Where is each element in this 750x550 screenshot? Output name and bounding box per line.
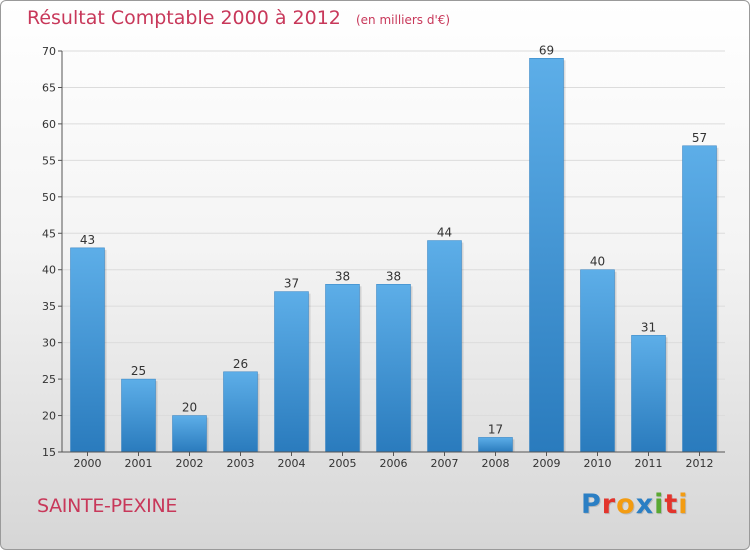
bar bbox=[529, 58, 564, 453]
bar bbox=[376, 284, 411, 453]
x-tick-label: 2010 bbox=[584, 457, 612, 470]
bar-value-label: 44 bbox=[437, 226, 452, 240]
bar-value-label: 43 bbox=[80, 233, 95, 247]
bar bbox=[631, 335, 666, 453]
bar bbox=[223, 371, 258, 453]
x-tick-label: 2012 bbox=[686, 457, 714, 470]
proxiti-logo[interactable]: Proxiti bbox=[581, 489, 689, 520]
bar bbox=[121, 378, 156, 453]
bar-value-label: 26 bbox=[233, 357, 248, 371]
y-tick-label: 40 bbox=[42, 264, 56, 277]
bar-value-label: 38 bbox=[386, 269, 401, 283]
bar bbox=[427, 240, 462, 453]
x-tick-label: 2000 bbox=[74, 457, 102, 470]
logo-letter: i bbox=[654, 489, 665, 520]
bar-value-label: 31 bbox=[641, 320, 656, 334]
logo-letter: r bbox=[601, 489, 617, 520]
x-tick-label: 2002 bbox=[176, 457, 204, 470]
bar bbox=[478, 437, 513, 453]
bar-value-label: 37 bbox=[284, 277, 299, 291]
logo-letter: P bbox=[581, 489, 602, 520]
x-tick-label: 2001 bbox=[125, 457, 153, 470]
bar-value-label: 25 bbox=[131, 364, 146, 378]
title-row: Résultat Comptable 2000 à 2012 (en milli… bbox=[27, 7, 450, 29]
x-tick-label: 2008 bbox=[482, 457, 510, 470]
y-tick-label: 35 bbox=[42, 300, 56, 313]
x-tick-label: 2009 bbox=[533, 457, 561, 470]
chart-subtitle: (en milliers d'€) bbox=[355, 13, 451, 27]
x-tick-label: 2003 bbox=[227, 457, 255, 470]
y-tick-label: 15 bbox=[42, 446, 56, 459]
bar bbox=[325, 284, 360, 453]
bar-value-label: 69 bbox=[539, 43, 554, 57]
bar bbox=[70, 247, 105, 453]
bar-value-label: 38 bbox=[335, 269, 350, 283]
y-tick-label: 65 bbox=[42, 81, 56, 94]
x-tick-label: 2004 bbox=[278, 457, 306, 470]
commune-name: SAINTE-PEXINE bbox=[37, 495, 178, 517]
logo-letter: o bbox=[616, 489, 636, 520]
y-tick-label: 60 bbox=[42, 118, 56, 131]
x-tick-label: 2007 bbox=[431, 457, 459, 470]
y-tick-label: 20 bbox=[42, 410, 56, 423]
logo-letter: i bbox=[678, 489, 689, 520]
bar-value-label: 57 bbox=[692, 131, 707, 145]
bar-value-label: 40 bbox=[590, 255, 605, 269]
y-tick-label: 30 bbox=[42, 337, 56, 350]
bar bbox=[682, 145, 717, 453]
bar bbox=[274, 291, 309, 453]
y-tick-label: 70 bbox=[42, 45, 56, 58]
logo-letter: x bbox=[635, 489, 655, 520]
y-tick-label: 50 bbox=[42, 191, 56, 204]
bar-value-label: 17 bbox=[488, 422, 503, 436]
bar bbox=[172, 415, 207, 453]
y-tick-label: 45 bbox=[42, 227, 56, 240]
bar bbox=[580, 269, 615, 453]
logo-letter: t bbox=[664, 489, 679, 520]
bars-layer bbox=[70, 58, 719, 453]
y-tick-label: 25 bbox=[42, 373, 56, 386]
bar-value-label: 20 bbox=[182, 401, 197, 415]
x-tick-label: 2006 bbox=[380, 457, 408, 470]
chart-title: Résultat Comptable 2000 à 2012 bbox=[27, 7, 341, 29]
axis-layer: 15 20 25 30 35 40 45 50 55 60 65 70 2000 2001 2002 2003… bbox=[42, 45, 725, 470]
x-tick-label: 2005 bbox=[329, 457, 357, 470]
labels-layer: 43 25 20 26 37 38 38 44 17 69 40 31 57 bbox=[80, 43, 707, 436]
y-tick-label: 55 bbox=[42, 154, 56, 167]
x-tick-label: 2011 bbox=[635, 457, 663, 470]
